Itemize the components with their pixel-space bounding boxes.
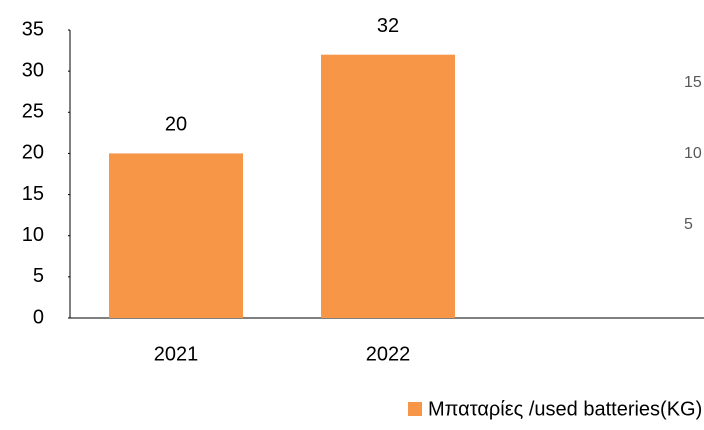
bar — [109, 153, 243, 318]
legend-swatch — [408, 402, 422, 416]
y-tick-label: 30 — [22, 59, 44, 81]
y-tick-label: 25 — [22, 101, 44, 123]
y2-tick-label: 10 — [684, 145, 702, 162]
y2-tick-label: 15 — [684, 74, 702, 91]
x-tick-label: 2021 — [154, 343, 199, 365]
y-tick-label: 10 — [22, 224, 44, 246]
data-label: 32 — [377, 15, 399, 37]
x-tick-label: 2022 — [366, 343, 411, 365]
y-tick-label: 5 — [33, 265, 44, 287]
data-label: 20 — [165, 114, 187, 136]
y-tick-label: 20 — [22, 142, 44, 164]
y-tick-label: 35 — [22, 18, 44, 40]
y-tick-label: 15 — [22, 183, 44, 205]
bar — [321, 54, 455, 318]
y-tick-label: 0 — [33, 306, 44, 328]
y2-tick-label: 5 — [684, 216, 693, 233]
legend-label: Μπαταρίες /used batteries(KG) — [428, 398, 702, 420]
